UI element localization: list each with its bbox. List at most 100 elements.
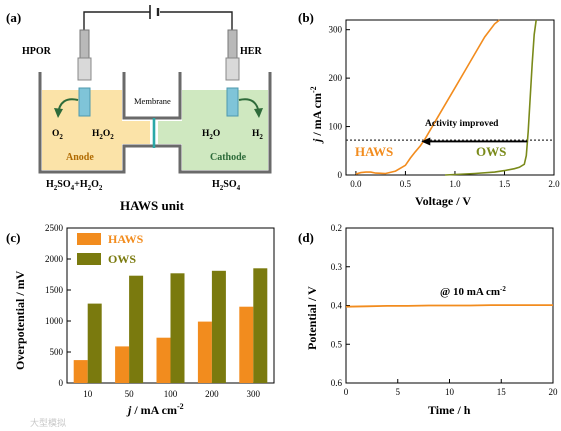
chart-d-xtick-label: 15 <box>497 387 507 397</box>
chart-c-xtick-label: 10 <box>83 389 93 399</box>
chart-d-ytick-label: 0.2 <box>331 223 342 233</box>
chart-b-xlabel: Voltage / V <box>415 194 471 208</box>
chart-d-xtick-label: 5 <box>396 387 401 397</box>
her-label: HER <box>240 46 262 57</box>
cell-outline-bottom <box>38 72 272 174</box>
anolyte-fill <box>42 90 150 170</box>
chart-b-lines <box>346 19 554 176</box>
legend-swatch-haws <box>77 233 101 245</box>
cathode-clamp <box>225 57 240 81</box>
chart-c-ytick-label: 500 <box>50 347 64 357</box>
chart-c-xlabel: j / mA cm-2 <box>126 402 184 417</box>
chart-d-lines <box>345 304 553 308</box>
cell-outline-middle <box>122 72 182 120</box>
chart-c-bar-haws <box>197 321 212 383</box>
diagram-caption: HAWS unit <box>120 198 185 213</box>
chart-c-ytick-label: 1000 <box>45 316 64 326</box>
legend-swatch-ows <box>77 253 101 265</box>
chart-c-xtick-label: 100 <box>164 389 178 399</box>
chart-c-xtick-label: 300 <box>247 389 261 399</box>
panel-label-b: (b) <box>298 10 314 25</box>
chart-d-ytick-label: 0.5 <box>331 339 343 349</box>
chart-b-xtick-label: 1.5 <box>499 179 511 189</box>
chart-b-xtick-label: 0.0 <box>350 179 362 189</box>
legend-label-haws: HAWS <box>108 232 144 246</box>
anode-species-in: O2 <box>52 129 63 141</box>
catholyte-fill <box>158 90 268 170</box>
chart-c-bars <box>73 268 268 383</box>
circuit-wire <box>83 11 233 40</box>
panel-a: (a) Membrane HPOR HER O2 H2O2 H2O <box>6 5 272 213</box>
chart-b-arrowhead-icon <box>421 137 431 146</box>
chart-d-series-line <box>345 304 553 308</box>
chart-b-series-haws-label: HAWS <box>355 144 393 159</box>
chart-c-bar-ows <box>129 275 144 383</box>
cathode-species-in: H2O <box>202 129 220 141</box>
chart-c-bar-haws <box>115 346 130 383</box>
anode-species-out: H2O2 <box>92 129 114 141</box>
watermark: 大型模拟 <box>30 417 66 428</box>
membrane-label: Membrane <box>134 96 171 106</box>
chart-b-ytick-label: 200 <box>329 73 343 83</box>
chart-b-ticks: 0.0 0.5 1.0 1.5 2.0 0 100 200 300 <box>329 25 561 189</box>
chart-d-ytick-label: 0.3 <box>331 262 343 272</box>
chart-c-ytick-label: 2000 <box>45 254 64 264</box>
cathode-label: Cathode <box>210 152 247 163</box>
cathode-arrowhead-icon <box>254 108 263 118</box>
chart-d-xtick-label: 10 <box>445 387 455 397</box>
chart-c-ytick-label: 1500 <box>45 285 64 295</box>
chart-c-bar-haws <box>156 337 171 383</box>
catholyte-label: H2SO4 <box>212 179 241 192</box>
chart-c-bar-ows <box>253 268 268 383</box>
anode-clamp <box>77 57 92 81</box>
chart-d-ytick-label: 0.6 <box>331 378 343 388</box>
chart-c-xtick-label: 200 <box>205 389 219 399</box>
chart-c-bar-ows <box>87 303 102 383</box>
chart-b-ylabel: j / mA cm-2 <box>309 86 324 144</box>
anode-electrode <box>78 87 91 117</box>
panel-label-a: (a) <box>6 10 21 25</box>
panel-label-c: (c) <box>6 230 20 245</box>
panel-label-d: (d) <box>298 230 314 245</box>
chart-d-annotation: @ 10 mA cm-2 <box>440 285 506 298</box>
chart-b-ytick-label: 0 <box>338 170 343 180</box>
cathode-holder <box>227 29 238 61</box>
panel-b: (b) 0.0 0.5 1.0 1.5 2.0 0 100 200 300 Voltage / … <box>298 10 560 208</box>
chart-b-annotation: Activity improved <box>425 119 499 129</box>
legend-label-ows: OWS <box>108 252 136 266</box>
chart-d-xlabel: Time / h <box>428 403 471 417</box>
anode-label: Anode <box>66 152 94 163</box>
chart-d-ytick-label: 0.4 <box>331 301 343 311</box>
hpor-label: HPOR <box>22 46 52 57</box>
chart-b-xtick-label: 1.0 <box>449 179 461 189</box>
chart-c-ytick-label: 2500 <box>45 223 64 233</box>
chart-c-bar-ows <box>170 273 185 383</box>
chart-b-series-ows-label: OWS <box>476 144 506 159</box>
chart-d-ylabel: Potential / V <box>305 286 319 350</box>
cathode-electrode <box>226 87 239 117</box>
panel-c: (c) 0 500 1000 1500 2000 2500 10 50 100 200 300 HA… <box>6 223 275 417</box>
chart-b-series-line-ows <box>444 19 537 176</box>
chart-b-xtick-label: 0.5 <box>400 179 412 189</box>
chart-b-ytick-label: 300 <box>329 25 343 35</box>
chart-b-xtick-label: 2.0 <box>548 179 560 189</box>
chart-d-xtick-label: 0 <box>344 387 349 397</box>
chart-c-ytick-label: 0 <box>59 378 64 388</box>
anode-arrowhead-icon <box>54 108 63 118</box>
anolyte-label: H2SO4+H2O2 <box>46 179 103 192</box>
chart-d-xtick-label: 20 <box>549 387 559 397</box>
chart-c-bar-ows <box>211 270 226 383</box>
chart-c-xtick-label: 50 <box>125 389 135 399</box>
chart-d-ticks: 0 5 10 15 20 0.2 0.3 0.4 0.5 0.6 <box>331 223 558 397</box>
chart-c-ticks: 0 500 1000 1500 2000 2500 10 50 100 200 300 <box>45 223 261 399</box>
anode-holder <box>79 29 90 61</box>
cathode-species-out: H2 <box>252 129 263 141</box>
chart-b-series-line-haws <box>355 19 500 175</box>
chart-c-bar-haws <box>239 306 254 383</box>
chart-b-ytick-label: 100 <box>329 122 343 132</box>
chart-c-ylabel: Overpotential / mV <box>13 270 27 370</box>
chart-c-bar-haws <box>73 360 88 383</box>
panel-d: (d) 0 5 10 15 20 0.2 0.3 0.4 0.5 0.6 @ 10 mA cm-2… <box>298 223 558 417</box>
